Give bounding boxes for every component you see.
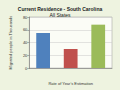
svg-text:Rate of Year's Estimation: Rate of Year's Estimation (48, 81, 93, 86)
svg-text:40: 40 (23, 40, 28, 45)
svg-text:All States: All States (49, 12, 71, 18)
svg-text:80: 80 (23, 15, 28, 20)
svg-text:Migrated people in Thousands: Migrated people in Thousands (8, 16, 13, 70)
svg-text:60: 60 (23, 27, 28, 32)
svg-text:20: 20 (23, 53, 28, 58)
svg-text:Current Residence - South Caro: Current Residence - South Carolina (17, 5, 103, 12)
svg-text:0: 0 (25, 66, 28, 71)
